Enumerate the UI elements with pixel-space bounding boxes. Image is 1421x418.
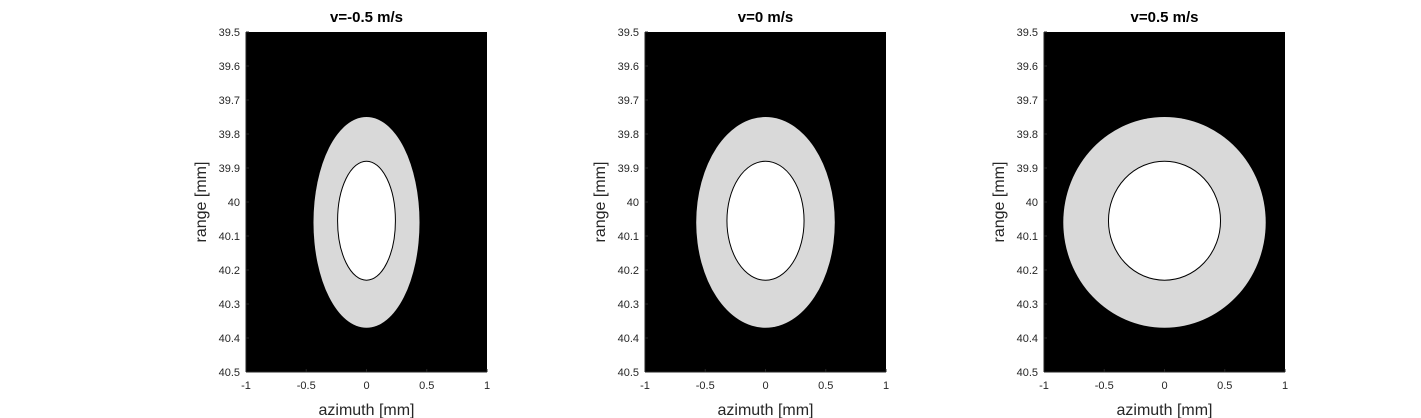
panel-v-plus-0-5: 39.5 39.6 39.7 39.8 39.9 40 40.1 40.2 40.3 40.4 40… — [991, 9, 1288, 418]
y-tick-label: 40.2 — [1017, 265, 1038, 277]
y-tick-label: 39.5 — [618, 27, 639, 39]
x-tick-label: 1 — [883, 380, 889, 392]
y-tick-label: 40.3 — [618, 299, 639, 311]
y-tick-label: 39.6 — [1017, 61, 1038, 73]
x-tick-label: -1 — [241, 380, 251, 392]
y-axis-title: range [mm] — [592, 162, 609, 243]
y-tick-label: 40.2 — [219, 265, 240, 277]
y-tick-label: 40.4 — [618, 333, 639, 345]
x-tick-label: -1 — [1039, 380, 1049, 392]
inner-region — [1108, 161, 1220, 280]
y-tick-label: 40.1 — [1017, 231, 1038, 243]
x-tick-label: 0 — [363, 380, 369, 392]
panel-v-0: 39.5 39.6 39.7 39.8 39.9 40 40.1 40.2 40.3 40.4 40… — [592, 9, 889, 418]
x-tick-label: 0.5 — [1217, 380, 1232, 392]
y-tick-label: 40.1 — [219, 231, 240, 243]
y-tick-label: 39.5 — [1017, 27, 1038, 39]
y-axis-title: range [mm] — [991, 162, 1008, 243]
y-tick-label: 40.5 — [618, 367, 639, 379]
x-tick-label: 1 — [1282, 380, 1288, 392]
y-tick-label: 39.9 — [1017, 163, 1038, 175]
inner-region — [338, 161, 396, 280]
y-tick-label: 39.6 — [618, 61, 639, 73]
x-tick-label: 1 — [484, 380, 490, 392]
y-tick-label: 40.4 — [1017, 333, 1038, 345]
y-tick-label: 39.7 — [219, 95, 240, 107]
x-tick-label: -0.5 — [1095, 380, 1114, 392]
y-tick-label: 39.9 — [219, 163, 240, 175]
x-tick-label: -0.5 — [297, 380, 316, 392]
y-tick-label: 40.3 — [1017, 299, 1038, 311]
y-tick-label: 40.3 — [219, 299, 240, 311]
y-tick-label: 39.8 — [618, 129, 639, 141]
y-tick-label: 39.8 — [1017, 129, 1038, 141]
y-tick-label: 39.8 — [219, 129, 240, 141]
y-tick-label: 39.9 — [618, 163, 639, 175]
chart-title: v=0 m/s — [738, 9, 793, 26]
y-tick-label: 40.2 — [618, 265, 639, 277]
y-tick-label: 39.5 — [219, 27, 240, 39]
y-tick-label: 39.7 — [618, 95, 639, 107]
y-tick-label: 40.1 — [618, 231, 639, 243]
y-axis-title: range [mm] — [193, 162, 210, 243]
x-tick-label: 0 — [762, 380, 768, 392]
chart-title: v=0.5 m/s — [1131, 9, 1199, 26]
x-axis-title: azimuth [mm] — [1116, 402, 1212, 418]
y-tick-label: 40.4 — [219, 333, 240, 345]
x-tick-label: -0.5 — [696, 380, 715, 392]
y-tick-label: 39.7 — [1017, 95, 1038, 107]
x-axis-title: azimuth [mm] — [717, 402, 813, 418]
x-tick-label: -1 — [640, 380, 650, 392]
x-tick-label: 0 — [1161, 380, 1167, 392]
x-tick-label: 0.5 — [419, 380, 434, 392]
y-tick-label: 40.5 — [1017, 367, 1038, 379]
y-tick-label: 40 — [1026, 197, 1038, 209]
panel-v-minus-0-5: 39.5 39.6 39.7 39.8 39.9 40 40.1 40.2 40.3 40.4 40… — [193, 9, 490, 418]
y-tick-label: 40.5 — [219, 367, 240, 379]
x-axis-title: azimuth [mm] — [318, 402, 414, 418]
y-tick-label: 40 — [627, 197, 639, 209]
y-tick-label: 40 — [228, 197, 240, 209]
chart-title: v=-0.5 m/s — [330, 9, 403, 26]
x-tick-label: 0.5 — [818, 380, 833, 392]
inner-region — [727, 161, 804, 280]
y-tick-label: 39.6 — [219, 61, 240, 73]
